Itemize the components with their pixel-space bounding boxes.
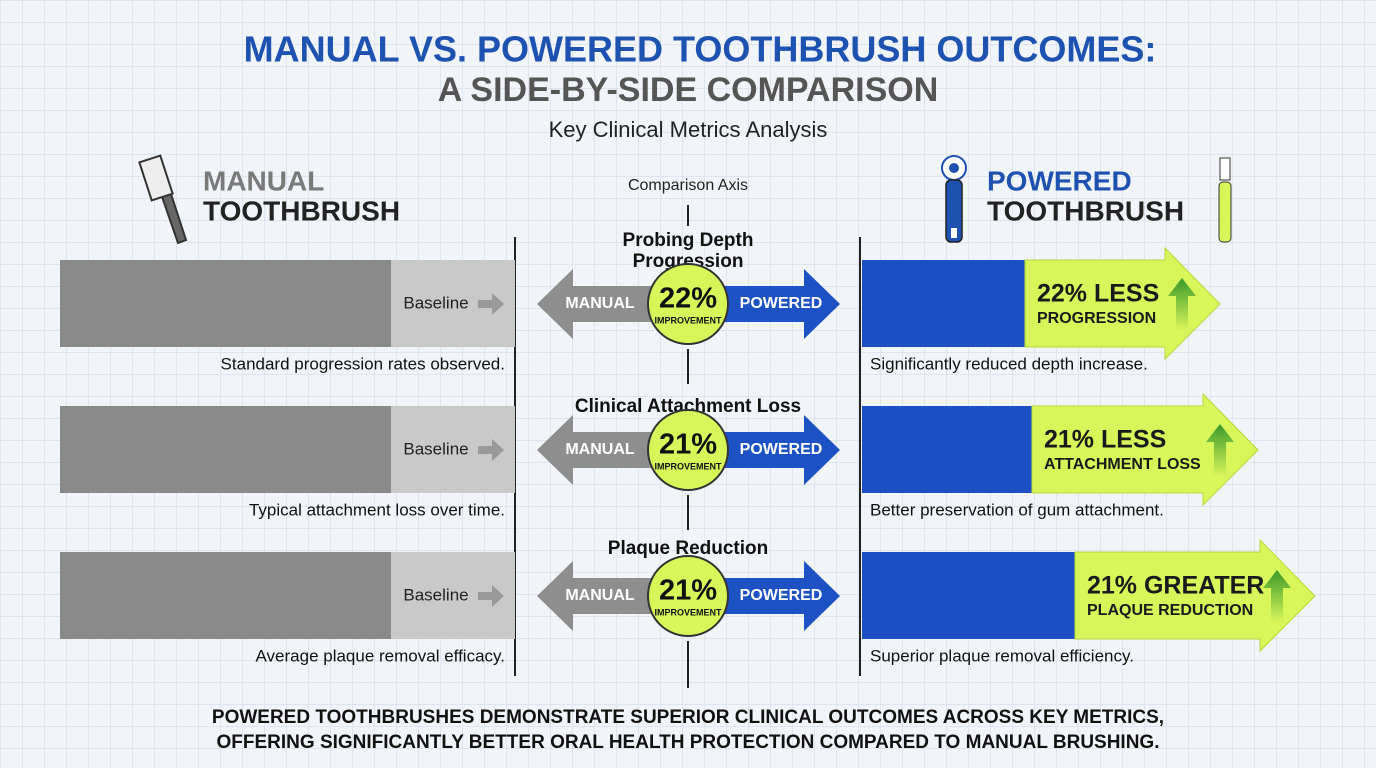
powered-bar	[862, 406, 1032, 493]
manual-arrow-label: MANUAL	[565, 587, 635, 604]
axis-label: Comparison Axis	[628, 177, 748, 194]
manual-bar	[60, 552, 391, 639]
manual-brush-icon	[138, 154, 188, 245]
baseline-arrow	[478, 439, 504, 461]
manual-arrow	[537, 269, 665, 339]
improvement-label: IMPROVEMENT	[654, 315, 722, 325]
right-header-line2: TOOTHBRUSH	[987, 195, 1184, 226]
left-header-line2: TOOTHBRUSH	[203, 195, 400, 226]
right-header-line1: POWERED	[987, 165, 1132, 196]
powered-arrow-label: POWERED	[740, 295, 823, 312]
improvement-badge	[647, 263, 729, 345]
powered-brush-icon	[941, 155, 1232, 243]
manual-bar	[60, 260, 391, 347]
powered-arrow	[710, 269, 840, 339]
result-sub: PLAQUE REDUCTION	[1087, 602, 1253, 619]
manual-arrow-label: MANUAL	[565, 295, 635, 312]
result-sub: PROGRESSION	[1037, 310, 1156, 327]
powered-bar	[862, 260, 1025, 347]
result-arrow	[1024, 246, 1221, 361]
title-line2: A SIDE-BY-SIDE COMPARISON	[438, 71, 939, 109]
manual-arrow	[537, 561, 665, 631]
improvement-badge	[647, 409, 729, 491]
result-arrow	[1074, 538, 1316, 653]
up-arrow	[1168, 278, 1196, 330]
powered-note: Better preservation of gum attachment.	[870, 500, 1164, 519]
metric-title: Plaque Reduction	[608, 538, 768, 559]
improvement-label: IMPROVEMENT	[654, 607, 722, 617]
improvement-value: 21%	[659, 429, 717, 461]
footer-line2: OFFERING SIGNIFICANTLY BETTER ORAL HEALT…	[217, 732, 1160, 753]
manual-note: Standard progression rates observed.	[221, 354, 505, 373]
title-line1: MANUAL VS. POWERED TOOTHBRUSH OUTCOMES:	[244, 29, 1157, 70]
result-sub: ATTACHMENT LOSS	[1044, 456, 1201, 473]
manual-note: Typical attachment loss over time.	[249, 500, 505, 519]
powered-note: Significantly reduced depth increase.	[870, 354, 1148, 373]
manual-arrow	[537, 415, 665, 485]
powered-arrow-label: POWERED	[740, 587, 823, 604]
powered-arrow-label: POWERED	[740, 441, 823, 458]
result-main: 22% LESS	[1037, 280, 1159, 308]
baseline-label: Baseline	[403, 585, 468, 604]
metric-title: Progression	[633, 251, 744, 272]
powered-bar	[862, 552, 1075, 639]
left-header-line1: MANUAL	[203, 165, 324, 196]
up-arrow	[1263, 570, 1291, 622]
baseline-arrow	[478, 585, 504, 607]
result-arrow	[1031, 392, 1259, 507]
up-arrow	[1206, 424, 1234, 476]
result-main: 21% LESS	[1044, 426, 1166, 454]
manual-bar	[60, 406, 391, 493]
metric-title: Clinical Attachment Loss	[575, 396, 801, 417]
footer-line1: POWERED TOOTHBRUSHES DEMONSTRATE SUPERIO…	[212, 707, 1164, 728]
powered-note: Superior plaque removal efficiency.	[870, 646, 1134, 665]
manual-arrow-label: MANUAL	[565, 441, 635, 458]
metric-title: Probing Depth	[623, 230, 754, 251]
baseline-label: Baseline	[403, 293, 468, 312]
improvement-value: 22%	[659, 283, 717, 315]
powered-arrow	[710, 561, 840, 631]
improvement-value: 21%	[659, 575, 717, 607]
improvement-label: IMPROVEMENT	[654, 461, 722, 471]
result-main: 21% GREATER	[1087, 572, 1264, 600]
powered-arrow	[710, 415, 840, 485]
improvement-badge	[647, 555, 729, 637]
baseline-arrow	[478, 293, 504, 315]
baseline-label: Baseline	[403, 439, 468, 458]
manual-note: Average plaque removal efficacy.	[256, 646, 505, 665]
subtitle: Key Clinical Metrics Analysis	[549, 117, 828, 142]
rows: Baseline Standard progression rates obser…	[60, 230, 1316, 688]
